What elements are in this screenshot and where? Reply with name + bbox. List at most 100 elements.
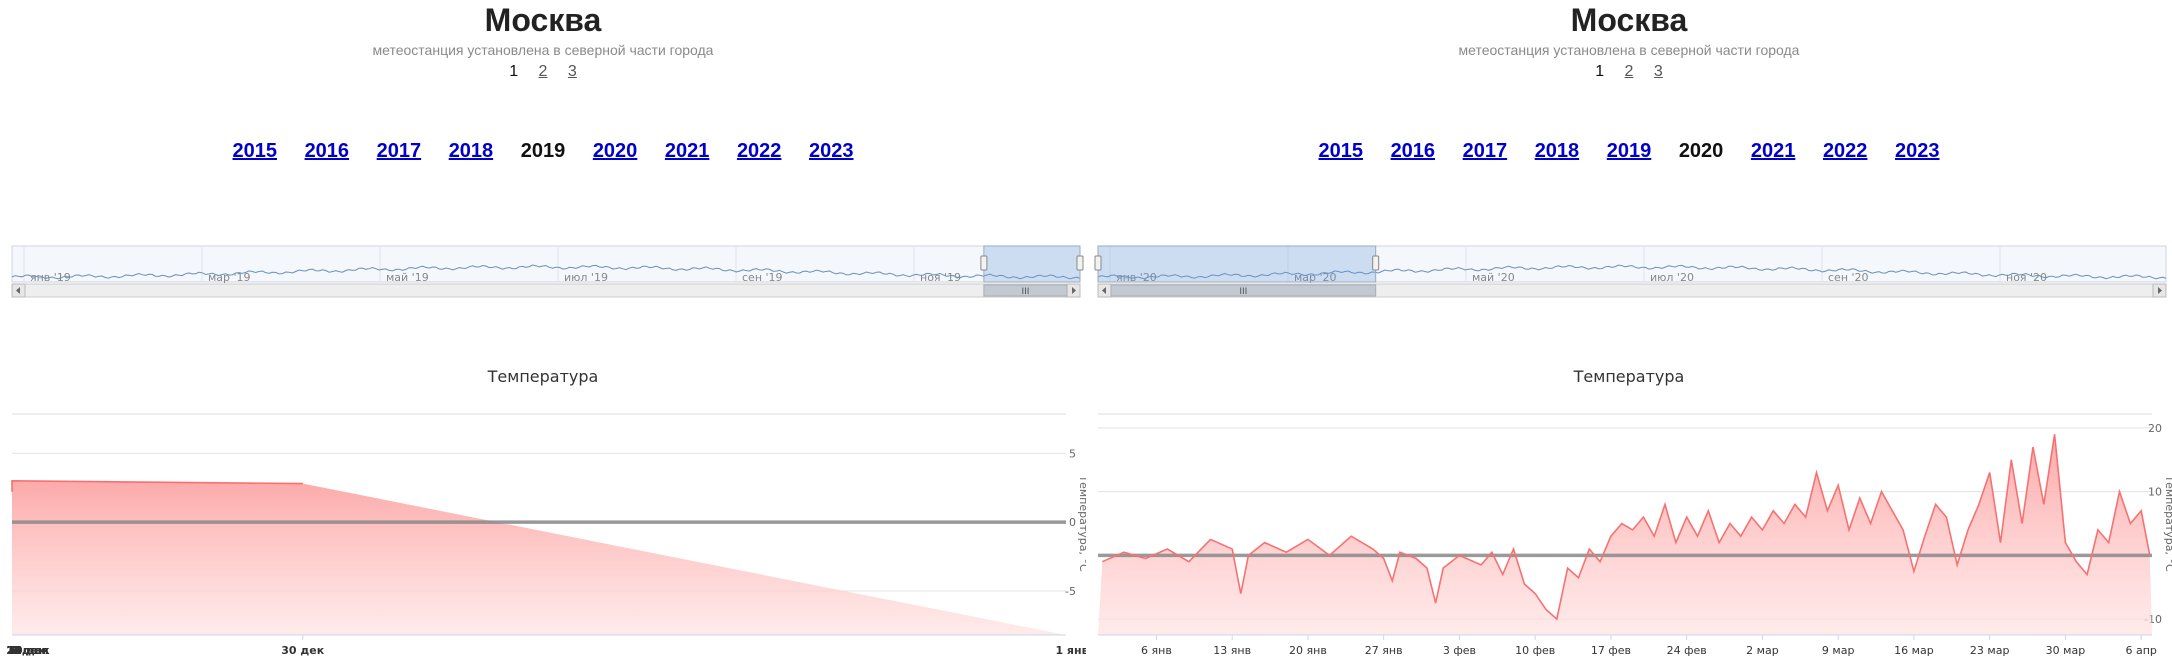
x-tick-label: 28 дек	[7, 644, 50, 657]
series-area	[1098, 434, 2152, 635]
scrollbar-thumb[interactable]	[1110, 284, 1377, 297]
x-tick-label: 3 фев	[1443, 644, 1476, 657]
x-tick-label: 24 фев	[1667, 644, 1707, 657]
x-tick-label: 12 дек	[7, 644, 50, 657]
year-link-2022[interactable]: 2022	[1822, 140, 1868, 162]
series-area	[12, 480, 1066, 635]
chevron-left-icon	[16, 287, 20, 294]
x-tick-label: 26 дек	[7, 644, 50, 657]
navigator-handle-left[interactable]	[1094, 255, 1102, 271]
panel-left: Москва метеостанция установлена в северн…	[0, 2, 1086, 657]
navigator-handle-left[interactable]	[980, 255, 988, 271]
page-subtitle: метеостанция установлена в северной част…	[1458, 42, 1800, 58]
y-tick-label: 0	[1069, 516, 1076, 529]
year-current-2019[interactable]: 2019	[520, 140, 566, 162]
navigator-background	[11, 245, 1081, 283]
pager-item-1[interactable]: 1	[1595, 63, 1605, 80]
year-link-2017[interactable]: 2017	[1462, 140, 1508, 162]
navigator-selection[interactable]	[983, 245, 1081, 283]
x-tick-label: 20 янв	[1289, 644, 1327, 657]
pager-item-3[interactable]: 3	[1653, 63, 1663, 80]
y-axis-title: Температура, °C	[2163, 474, 2172, 572]
scrollbar-grip: III	[1021, 287, 1029, 297]
y-axis-title: Температура, °C	[1077, 474, 1086, 572]
year-link-2023[interactable]: 2023	[809, 140, 854, 162]
navigator-series	[1097, 264, 2167, 280]
page-title: Москва	[484, 2, 602, 38]
navigator-background	[1097, 245, 2167, 283]
chevron-right-icon	[2158, 287, 2162, 294]
y-tick-label: 20	[2148, 422, 2162, 435]
x-tick-label: 6 апр	[2125, 644, 2156, 657]
year-link-2016[interactable]: 2016	[304, 140, 350, 162]
pager: 1 2 3	[1086, 63, 2172, 81]
x-tick-label: 22 дек	[7, 644, 50, 657]
year-current-2020[interactable]: 2020	[1678, 140, 1724, 162]
year-link-2015[interactable]: 2015	[232, 140, 278, 162]
navigator-handle-right[interactable]	[1372, 255, 1380, 271]
y-tick-label: -5	[1065, 585, 1076, 598]
panel-right: Москва метеостанция установлена в северн…	[1086, 0, 2172, 660]
year-link-2020[interactable]: 2020	[592, 140, 638, 162]
navigator-handle-right[interactable]	[1076, 255, 1084, 271]
chevron-right-icon	[1072, 287, 1076, 294]
navigator-label: ноя '19	[920, 271, 961, 284]
year-link-2021[interactable]: 2021	[1750, 140, 1796, 162]
pager-item-2[interactable]: 2	[538, 63, 548, 80]
navigator-label: сен '20	[1828, 271, 1869, 284]
chart-title: Температура	[487, 367, 599, 386]
pager: 1 2 3	[0, 63, 1086, 81]
range-navigator[interactable]: янв '19 мар '19 май '19 июл '19 сен '19 ноя '…	[0, 238, 1086, 303]
year-link-2018[interactable]: 2018	[1534, 140, 1580, 162]
x-tick-label: 30 мар	[2046, 644, 2086, 657]
navigator-label: мар '19	[208, 271, 251, 284]
navigator-label: май '19	[386, 271, 429, 284]
pager-item-2[interactable]: 2	[1624, 63, 1634, 80]
navigator-series	[11, 264, 1081, 280]
page-subtitle: метеостанция установлена в северной част…	[372, 42, 714, 58]
year-link-2019[interactable]: 2019	[1606, 140, 1652, 162]
x-tick-label: 4 дек	[10, 644, 46, 657]
x-tick-label: 6 янв	[1141, 644, 1172, 657]
scrollbar-track[interactable]	[11, 283, 1081, 298]
x-tick-label: 16 мар	[1894, 644, 1934, 657]
navigator-selection[interactable]	[1097, 245, 1377, 283]
year-link-2017[interactable]: 2017	[376, 140, 422, 162]
series-line	[11, 479, 303, 492]
navigator-label: ноя '20	[2006, 271, 2047, 284]
chart-title: Температура	[1573, 367, 1685, 386]
navigator-label: май '20	[1472, 271, 1515, 284]
year-link-2016[interactable]: 2016	[1390, 140, 1436, 162]
x-tick-label: 13 янв	[1213, 644, 1251, 657]
x-tick-label: 27 янв	[1365, 644, 1403, 657]
year-nav: 2015 2016 2017 2018 2019 2020 2021 2022 …	[0, 140, 1086, 163]
series-line	[1101, 434, 2151, 621]
x-tick-label: 10 фев	[1515, 644, 1555, 657]
year-link-2023[interactable]: 2023	[1895, 140, 1940, 162]
x-tick-label: 16 дек	[7, 644, 50, 657]
year-link-2015[interactable]: 2015	[1318, 140, 1364, 162]
navigator-label: июл '19	[564, 271, 608, 284]
scrollbar-grip: III	[1239, 287, 1247, 297]
x-tick-label: 30 ноя	[7, 644, 48, 657]
x-tick-label: 30 дек	[281, 644, 324, 657]
x-tick-label: 17 фев	[1591, 644, 1631, 657]
chevron-left-icon	[1102, 287, 1106, 294]
y-tick-label: 10	[2148, 486, 2162, 499]
pager-item-1[interactable]: 1	[509, 63, 519, 80]
x-tick-label: 1 янв	[1055, 644, 1086, 657]
navigator-label: июл '20	[1650, 271, 1694, 284]
y-tick-label: 5	[1069, 447, 1076, 460]
x-tick-label: 2 дек	[10, 644, 46, 657]
year-link-2021[interactable]: 2021	[664, 140, 710, 162]
scrollbar-thumb[interactable]	[983, 284, 1068, 297]
year-nav: 2015 2016 2017 2018 2019 2020 2021 2022 …	[1086, 140, 2172, 163]
navigator-label: сен '19	[742, 271, 783, 284]
year-link-2018[interactable]: 2018	[448, 140, 494, 162]
year-link-2022[interactable]: 2022	[736, 140, 782, 162]
x-tick-label: 23 мар	[1970, 644, 2010, 657]
pager-item-3[interactable]: 3	[567, 63, 577, 80]
